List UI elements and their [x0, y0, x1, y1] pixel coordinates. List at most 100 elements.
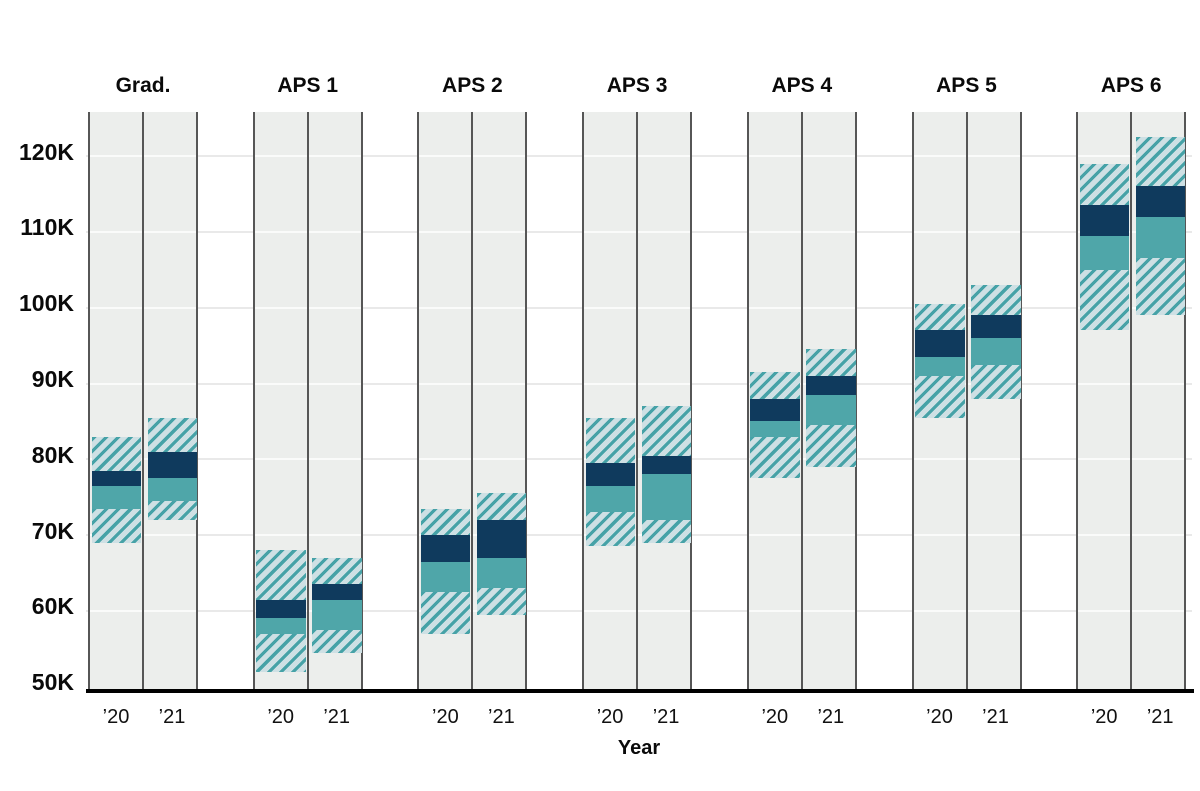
year-tick-label: ’21 [1146, 706, 1174, 728]
segment-upper-range-hatch [147, 417, 197, 452]
segment-lower-range-hatch [750, 436, 800, 479]
panel-border [196, 112, 198, 690]
y-tick-label: 100K [19, 290, 74, 317]
segment-median-to-p75 [806, 375, 856, 395]
salary-bar [585, 112, 636, 690]
segment-p25-to-median [641, 474, 692, 520]
segment-median-to-p75 [476, 519, 527, 558]
panel-border [252, 112, 255, 690]
year-tick-label: ’21 [817, 706, 845, 728]
panel-border [417, 112, 420, 690]
salary-bar [641, 112, 692, 690]
segment-median-to-p75 [915, 330, 965, 357]
segment-p25-to-median [91, 485, 141, 509]
segment-median-to-p75 [971, 315, 1021, 338]
segment-lower-range-hatch [1079, 269, 1130, 331]
segment-lower-range-hatch [420, 591, 471, 634]
y-tick-label: 90K [31, 366, 74, 392]
segment-lower-range-hatch [1135, 258, 1186, 316]
segment-upper-range-hatch [806, 349, 856, 376]
panel-divider [1130, 112, 1133, 690]
panel-divider [142, 112, 144, 690]
segment-upper-range-hatch [1135, 137, 1186, 187]
segment-median-to-p75 [585, 463, 636, 486]
salary-bar [1079, 112, 1130, 690]
segment-p25-to-median [1135, 216, 1186, 259]
segment-median-to-p75 [147, 451, 197, 479]
year-tick-label: ’21 [488, 706, 515, 728]
group-label: APS 5 [936, 74, 997, 97]
year-tick-label: ’21 [982, 706, 1009, 728]
segment-p25-to-median [750, 421, 800, 437]
segment-lower-range-hatch [147, 500, 197, 520]
panel-divider [636, 112, 639, 690]
group-label: APS 6 [1100, 74, 1162, 97]
group-panel [582, 112, 693, 690]
salary-bar [256, 112, 306, 690]
year-tick-label: ’21 [323, 706, 351, 728]
year-tick-label: ’20 [432, 706, 459, 728]
segment-p25-to-median [806, 394, 856, 426]
year-tick-label: ’21 [652, 706, 680, 728]
y-tick-label: 80K [31, 441, 74, 468]
year-tick-label: ’20 [926, 706, 953, 728]
segment-lower-range-hatch [585, 512, 636, 547]
group-panel [88, 112, 198, 690]
year-tick-label: ’20 [596, 706, 624, 728]
salary-bar [476, 112, 527, 690]
panel-border [582, 112, 585, 690]
year-tick-label: ’20 [102, 706, 130, 728]
segment-upper-range-hatch [476, 493, 527, 520]
group-panel [417, 112, 528, 690]
panel-border [854, 112, 857, 690]
group-label: Grad. [115, 74, 171, 97]
segment-upper-range-hatch [256, 550, 306, 600]
salary-bar [806, 112, 856, 690]
segment-lower-range-hatch [971, 364, 1021, 399]
segment-lower-range-hatch [312, 629, 362, 653]
segment-upper-range-hatch [750, 372, 800, 399]
segment-p25-to-median [420, 561, 471, 592]
segment-upper-range-hatch [312, 557, 362, 585]
segment-p25-to-median [256, 618, 306, 634]
group-panel [252, 112, 363, 690]
segment-lower-range-hatch [256, 633, 306, 672]
panel-border [88, 112, 90, 690]
group-panel [911, 112, 1022, 690]
year-tick-label: ’21 [158, 706, 186, 728]
panel-divider [306, 112, 309, 690]
group-label: APS 4 [771, 74, 833, 97]
segment-lower-range-hatch [806, 425, 856, 467]
y-tick-label: 70K [31, 517, 74, 544]
y-tick-label: 60K [31, 593, 74, 620]
segment-lower-range-hatch [476, 588, 527, 615]
y-tick-label: 50K [31, 669, 74, 696]
panel-border [1076, 112, 1079, 690]
segment-lower-range-hatch [915, 375, 965, 418]
salary-bar [915, 112, 965, 690]
x-axis-line [86, 689, 1194, 693]
segment-upper-range-hatch [915, 303, 965, 331]
segment-median-to-p75 [1135, 186, 1186, 217]
segment-median-to-p75 [420, 535, 471, 562]
segment-p25-to-median [147, 478, 197, 501]
year-tick-label: ’20 [761, 706, 789, 728]
segment-median-to-p75 [750, 398, 800, 422]
group-label: APS 3 [606, 74, 668, 97]
salary-bar [750, 112, 800, 690]
salary-bar [420, 112, 471, 690]
panel-border [525, 112, 528, 690]
group-label: APS 1 [277, 74, 339, 97]
panel-border [746, 112, 749, 690]
year-tick-label: ’20 [1090, 706, 1118, 728]
segment-lower-range-hatch [91, 508, 141, 543]
y-tick-label: 120K [19, 138, 74, 165]
segment-p25-to-median [1079, 235, 1130, 270]
segment-upper-range-hatch [585, 417, 636, 464]
salary-bar [1135, 112, 1186, 690]
panel-border [1184, 112, 1187, 690]
segment-median-to-p75 [256, 599, 306, 619]
salary-bar [147, 112, 197, 690]
segment-upper-range-hatch [641, 406, 692, 456]
y-tick-label: 110K [20, 214, 74, 241]
